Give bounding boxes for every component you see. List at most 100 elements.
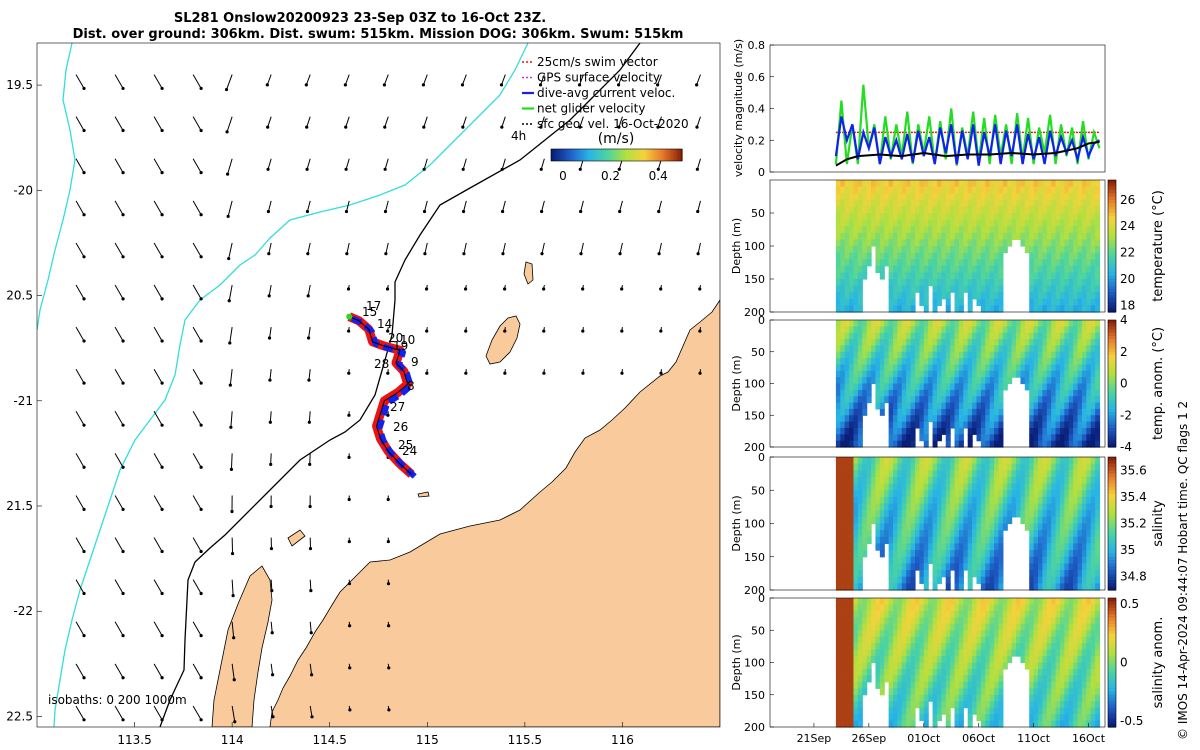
- section-cell: [1095, 383, 1101, 391]
- section-cell: [1059, 530, 1065, 538]
- section-cell: [998, 543, 1004, 551]
- section-cell: [1090, 516, 1096, 525]
- velocity-vector-head: [199, 128, 203, 133]
- section-cell: [998, 550, 1004, 558]
- section-cell: [1064, 523, 1070, 531]
- section-cell: [1029, 402, 1035, 410]
- section-colorbar-cell: [1108, 516, 1116, 521]
- section-cell: [919, 259, 925, 267]
- section-cell: [1055, 463, 1061, 471]
- section-cell: [853, 259, 859, 267]
- section-cell: [958, 463, 964, 471]
- section-cell: [906, 688, 912, 696]
- section-cell: [1029, 556, 1035, 564]
- section-cell: [1033, 536, 1039, 545]
- section-cell: [928, 252, 934, 260]
- section-cell: [875, 389, 881, 397]
- section-cell: [1029, 643, 1035, 651]
- velocity-vector: [268, 284, 272, 296]
- section-cell: [989, 649, 995, 657]
- section-cell: [994, 219, 1000, 227]
- section-cell: [1029, 563, 1035, 571]
- section-cell: [950, 550, 956, 558]
- section-cell: [1038, 259, 1043, 267]
- section-cell: [893, 463, 899, 471]
- section-cell: [963, 643, 969, 651]
- section-cell: [1042, 226, 1048, 234]
- section-cell: [906, 259, 912, 267]
- colorbar-cell: [581, 149, 585, 161]
- section-cell: [897, 530, 903, 538]
- section-cell: [950, 483, 956, 491]
- section-cell: [1042, 402, 1048, 410]
- section-cell: [1073, 396, 1079, 404]
- section-cell: [954, 370, 960, 378]
- section-cell: [866, 252, 872, 260]
- section-cell: [1055, 720, 1061, 728]
- section-cell: [1064, 351, 1070, 359]
- section-cell: [972, 272, 978, 280]
- section-colorbar-cell: [1108, 222, 1116, 227]
- section-cell: [1051, 643, 1057, 651]
- section-cell: [1055, 543, 1061, 551]
- section-cell: [954, 377, 960, 385]
- section-cell: [906, 523, 912, 531]
- section-cell: [835, 688, 841, 696]
- section-cell: [1033, 246, 1039, 254]
- section-cell: [1029, 364, 1035, 372]
- section-cell: [853, 292, 859, 300]
- section-cell: [980, 707, 986, 715]
- section-cell: [980, 610, 986, 618]
- section-cell: [835, 193, 841, 201]
- section-cell: [936, 285, 942, 293]
- section-cell: [866, 457, 872, 465]
- section-cell: [1016, 180, 1022, 188]
- velocity-vector-head: [616, 83, 621, 87]
- section-cell: [857, 476, 863, 485]
- section-cell: [893, 305, 899, 313]
- section-cell: [1095, 320, 1101, 327]
- section-cell: [1077, 213, 1083, 221]
- section-cell: [853, 265, 859, 273]
- velocity-vector-head: [540, 209, 544, 214]
- section-cell: [901, 523, 907, 531]
- section-cell: [928, 688, 934, 696]
- section-cell: [919, 193, 925, 201]
- section-cell: [1055, 408, 1061, 416]
- section-cell: [972, 396, 978, 404]
- section-cell: [985, 668, 991, 676]
- section-cell: [941, 662, 947, 670]
- section-cell: [862, 656, 868, 664]
- section-colorbar-cell: [1108, 431, 1116, 435]
- section-colorbar-cell: [1108, 342, 1116, 346]
- section-cell: [914, 617, 920, 625]
- velocity-vector-head: [581, 371, 585, 375]
- section-cell: [1033, 636, 1039, 644]
- section-cell: [1033, 563, 1039, 571]
- section-cell: [923, 180, 929, 188]
- section-colorbar-cell: [1108, 440, 1116, 445]
- section-y-tick-label: 150: [744, 409, 765, 422]
- section-cell: [954, 332, 960, 340]
- section-cell: [985, 457, 991, 465]
- section-cell: [835, 563, 841, 571]
- section-cell: [906, 550, 912, 558]
- velocity-vector-head: [121, 591, 125, 596]
- section-cell: [849, 396, 855, 404]
- velocity-vector: [308, 327, 311, 339]
- section-cell: [844, 339, 850, 346]
- velocity-vector: [192, 368, 202, 384]
- section-cell: [967, 604, 973, 612]
- section-cell: [840, 563, 846, 571]
- section-cell: [857, 668, 863, 676]
- section-cell: [879, 364, 885, 372]
- section-cell: [941, 649, 947, 657]
- section-cell: [989, 720, 995, 728]
- section-cell: [1064, 636, 1070, 644]
- colorbar-label: (m/s): [598, 131, 635, 147]
- section-cell: [849, 326, 855, 334]
- section-cell: [967, 332, 973, 340]
- section-cell: [853, 662, 859, 670]
- section-cell: [1073, 199, 1079, 207]
- section-cell: [967, 496, 973, 505]
